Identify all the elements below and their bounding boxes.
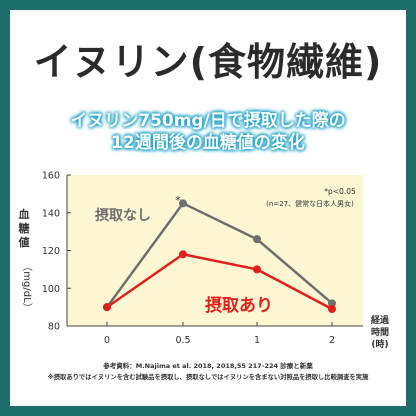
- x-tick-label-3: 2: [329, 335, 335, 346]
- series-label-intake: 摂取あり: [205, 295, 273, 316]
- y-tick-label-0: 80: [48, 322, 60, 333]
- blood-glucose-chart: 80 100 120 140 160 0 0.5 1 2 血 糖 値 （mg/dL） 経過 時…: [18, 171, 390, 351]
- x-tick-label-0: 0: [104, 335, 110, 346]
- method-note: ※摂取ありではイヌリンを含む試験品を摂取し、摂取なしではイヌリンを含まない対照品…: [47, 374, 369, 381]
- series-1-point-3: [328, 305, 336, 314]
- page-title: イヌリン(食物繊維): [33, 40, 383, 84]
- xlabel-line-1: 経過: [371, 314, 390, 326]
- source-citation: 参考資料：M.Najima et al. 2018, 2018,55 217-2…: [103, 362, 313, 370]
- sample-note: (n=27、健常な日本人男女): [266, 199, 354, 208]
- series-line-1: [106, 253, 333, 311]
- y-tick-label-1: 100: [42, 284, 60, 295]
- subtitle-line-2: 12週間後の血糖値の変化: [111, 133, 305, 153]
- y-ticks: 80 100 120 140 160: [42, 171, 71, 333]
- xlabel-line-3: (時): [371, 338, 388, 350]
- series-1-point-1: [179, 250, 187, 259]
- ylabel-3: 値: [18, 235, 30, 249]
- content-card: イヌリン(食物繊維) イヌリン750mg/日で摂取した際の 12週間後の血糖値の…: [10, 10, 406, 406]
- subtitle-line-1: イヌリン750mg/日で摂取した際の: [70, 111, 346, 131]
- series-1-point-0: [103, 303, 111, 312]
- series-label-no-intake: 摂取なし: [95, 207, 151, 224]
- y-tick-label-4: 160: [42, 171, 60, 182]
- series-line-0: [105, 202, 333, 308]
- ylabel-unit: （mg/dL）: [21, 261, 33, 312]
- ylabel-2: 糖: [19, 221, 30, 235]
- x-ticks: 0 0.5 1 2: [104, 322, 335, 346]
- series-1-point-2: [253, 265, 261, 274]
- xlabel-line-2: 時間: [371, 326, 389, 338]
- significance-mark: *: [175, 194, 181, 207]
- series-0-point-2: [253, 235, 261, 244]
- significance-note: *p<0.05: [324, 187, 356, 196]
- series-layer: [103, 199, 336, 314]
- ylabel-1: 血: [19, 207, 30, 221]
- series-0-point-3: [328, 299, 336, 308]
- y-tick-label-3: 140: [42, 208, 60, 219]
- x-tick-label-2: 1: [254, 335, 260, 346]
- series-0-point-1: [179, 199, 187, 208]
- x-tick-label-1: 0.5: [175, 335, 190, 346]
- y-tick-label-2: 120: [42, 246, 60, 257]
